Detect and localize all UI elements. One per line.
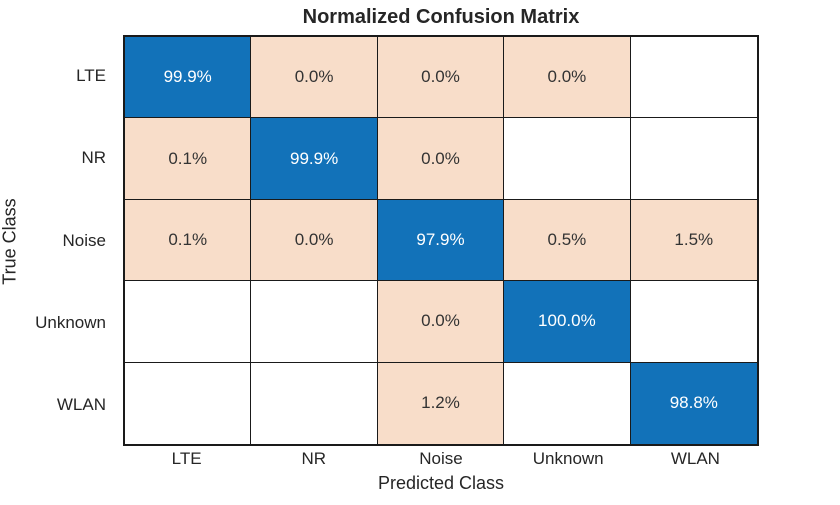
matrix-cell: 97.9% bbox=[377, 199, 505, 282]
matrix-cell: 99.9% bbox=[125, 37, 252, 119]
matrix-cell bbox=[630, 37, 757, 119]
y-tick-label: NR bbox=[81, 148, 106, 168]
matrix-cell: 0.0% bbox=[504, 37, 631, 119]
x-tick-label: Unknown bbox=[532, 449, 604, 468]
matrix-cell bbox=[630, 281, 757, 363]
matrix-cell bbox=[125, 362, 252, 444]
matrix-cell: 98.8% bbox=[630, 362, 757, 444]
matrix-cell: 100.0% bbox=[504, 281, 631, 363]
matrix-cell: 99.9% bbox=[251, 118, 378, 200]
matrix-cell: 0.5% bbox=[504, 199, 631, 282]
matrix-cell: 1.5% bbox=[630, 199, 757, 282]
chart-title: Normalized Confusion Matrix bbox=[302, 6, 580, 28]
confusion-matrix-grid: 99.9% 0.0% 0.0% 0.0% 0.1% 99.9% 0.0% 0.1% 0.0% 97… bbox=[123, 35, 759, 446]
x-tick-label: NR bbox=[301, 449, 327, 468]
matrix-cell bbox=[630, 118, 757, 200]
matrix-cell: 0.0% bbox=[377, 37, 505, 119]
matrix-cell: 0.0% bbox=[251, 37, 378, 119]
matrix-cell: 0.0% bbox=[377, 281, 505, 363]
y-tick-label: Unknown bbox=[35, 312, 106, 332]
y-tick-label: Noise bbox=[62, 230, 106, 250]
x-axis-label: Predicted Class bbox=[377, 473, 505, 493]
y-tick-labels: LTE NR Noise Unknown WLAN bbox=[0, 35, 115, 446]
matrix-cell bbox=[504, 118, 631, 200]
x-tick-label: WLAN bbox=[670, 449, 720, 468]
matrix-cell: 0.1% bbox=[125, 118, 252, 200]
x-tick-label: LTE bbox=[171, 449, 202, 468]
x-tick-label: Noise bbox=[419, 449, 463, 468]
y-tick-label: LTE bbox=[76, 66, 106, 86]
matrix-cell: 0.0% bbox=[251, 199, 378, 282]
matrix-cell: 1.2% bbox=[377, 362, 505, 444]
matrix-cell bbox=[251, 281, 378, 363]
matrix-cell bbox=[251, 362, 378, 444]
matrix-cell: 0.0% bbox=[377, 118, 505, 200]
matrix-cell: 0.1% bbox=[125, 199, 252, 282]
x-tick-labels: LTE NR Noise Unknown WLAN bbox=[123, 449, 759, 471]
y-tick-label: WLAN bbox=[56, 394, 106, 414]
matrix-cell bbox=[504, 362, 631, 444]
matrix-cell bbox=[125, 281, 252, 363]
